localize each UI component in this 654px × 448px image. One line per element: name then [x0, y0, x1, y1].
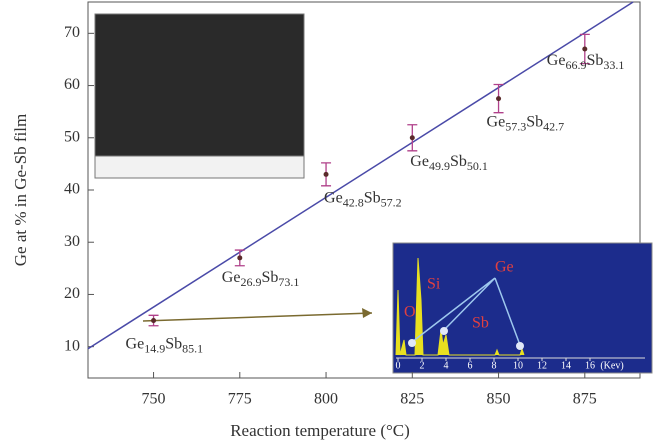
point-label-part: 66.9	[565, 58, 586, 72]
eds-tick-label: 16	[585, 360, 595, 371]
eds-inset: O Si Ge Sb 0 2 4 6 8 10 12 14 16 (Kev)	[392, 242, 653, 374]
eds-tick-label: 10	[513, 360, 523, 371]
x-tick-label: 825	[400, 391, 424, 408]
point-label-part: 14.9	[144, 341, 165, 355]
eds-tick-label: 2	[420, 360, 425, 371]
eds-marker	[440, 327, 448, 335]
point-label-part: Sb	[261, 269, 278, 286]
point	[151, 318, 157, 324]
eds-tick-label: 8	[492, 360, 497, 371]
x-tick-label: 875	[573, 391, 597, 408]
point-label-part: Ge	[410, 152, 429, 169]
point-label-part: Sb	[450, 152, 467, 169]
point-label: Ge49.9Sb50.1	[410, 152, 488, 172]
eds-tick-label: 14	[561, 360, 571, 371]
point-label-part: Ge	[324, 189, 343, 206]
point-label-part: Ge	[126, 335, 145, 352]
point-label: Ge42.8Sb57.2	[324, 189, 402, 209]
x-tick-label: 775	[228, 391, 252, 408]
y-tick-label: 70	[64, 24, 80, 41]
eds-unit: (Kev)	[600, 360, 623, 371]
point-label-part: 57.2	[381, 195, 402, 209]
eds-pointers	[411, 277, 521, 346]
x-tick-label: 850	[487, 391, 511, 408]
point-label-part: 49.9	[429, 159, 450, 173]
x-tick-label: 750	[142, 391, 166, 408]
point-label-part: Sb	[526, 113, 543, 130]
eds-marker	[408, 339, 416, 347]
y-tick-label: 60	[64, 76, 80, 93]
sem-info-bar	[94, 155, 305, 179]
eds-tick-label: 12	[537, 360, 547, 371]
point	[323, 171, 329, 177]
y-tick-label: 30	[64, 233, 80, 250]
point-label-part: 33.1	[603, 58, 624, 72]
eds-tick-label: 6	[468, 360, 473, 371]
point-label: Ge57.3Sb42.7	[487, 113, 565, 133]
x-axis-title: Reaction temperature (°C)	[230, 421, 410, 440]
sem-image	[94, 13, 305, 179]
y-tick-label: 40	[64, 181, 80, 198]
point-label-part: 57.3	[505, 119, 526, 133]
point	[582, 46, 588, 52]
point-label-part: 85.1	[182, 341, 203, 355]
point-label: Ge26.9Sb73.1	[222, 269, 300, 289]
eds-element-label: O	[404, 304, 416, 321]
fit-line	[87, 1, 634, 350]
y-axis-title: Ge at % in Ge-Sb film	[11, 114, 30, 267]
sem-inset	[94, 13, 305, 179]
eds-element-label: Sb	[472, 315, 489, 332]
eds-marker	[516, 342, 524, 350]
point-label-part: Ge	[487, 113, 506, 130]
point	[237, 255, 243, 261]
eds-tick-label: 4	[444, 360, 449, 371]
arrow-head	[362, 308, 372, 318]
label-arrow	[142, 312, 373, 322]
point-label: Ge66.9Sb33.1	[547, 52, 625, 72]
eds-element-label: Ge	[495, 259, 514, 276]
point-label-part: 73.1	[278, 275, 299, 289]
point-label-part: 42.7	[543, 119, 564, 133]
point-label-part: 50.1	[467, 159, 488, 173]
eds-tick-label: 0	[396, 360, 401, 371]
y-tick-label: 20	[64, 285, 80, 302]
point-label-part: Sb	[364, 189, 381, 206]
point-label-part: Sb	[586, 52, 603, 69]
point-label-part: 42.8	[343, 195, 364, 209]
point-label-part: Sb	[165, 335, 182, 352]
eds-element-label: Si	[427, 276, 441, 293]
point	[409, 135, 415, 141]
point-label-part: 26.9	[240, 275, 261, 289]
point	[496, 96, 502, 102]
point-label: Ge14.9Sb85.1	[126, 335, 204, 355]
point-label-part: Ge	[547, 52, 566, 69]
y-tick-label: 10	[64, 337, 80, 354]
x-tick-label: 800	[314, 391, 338, 408]
eds-spectrum	[395, 257, 525, 356]
point-label-part: Ge	[222, 269, 241, 286]
y-tick-label: 50	[64, 128, 80, 145]
